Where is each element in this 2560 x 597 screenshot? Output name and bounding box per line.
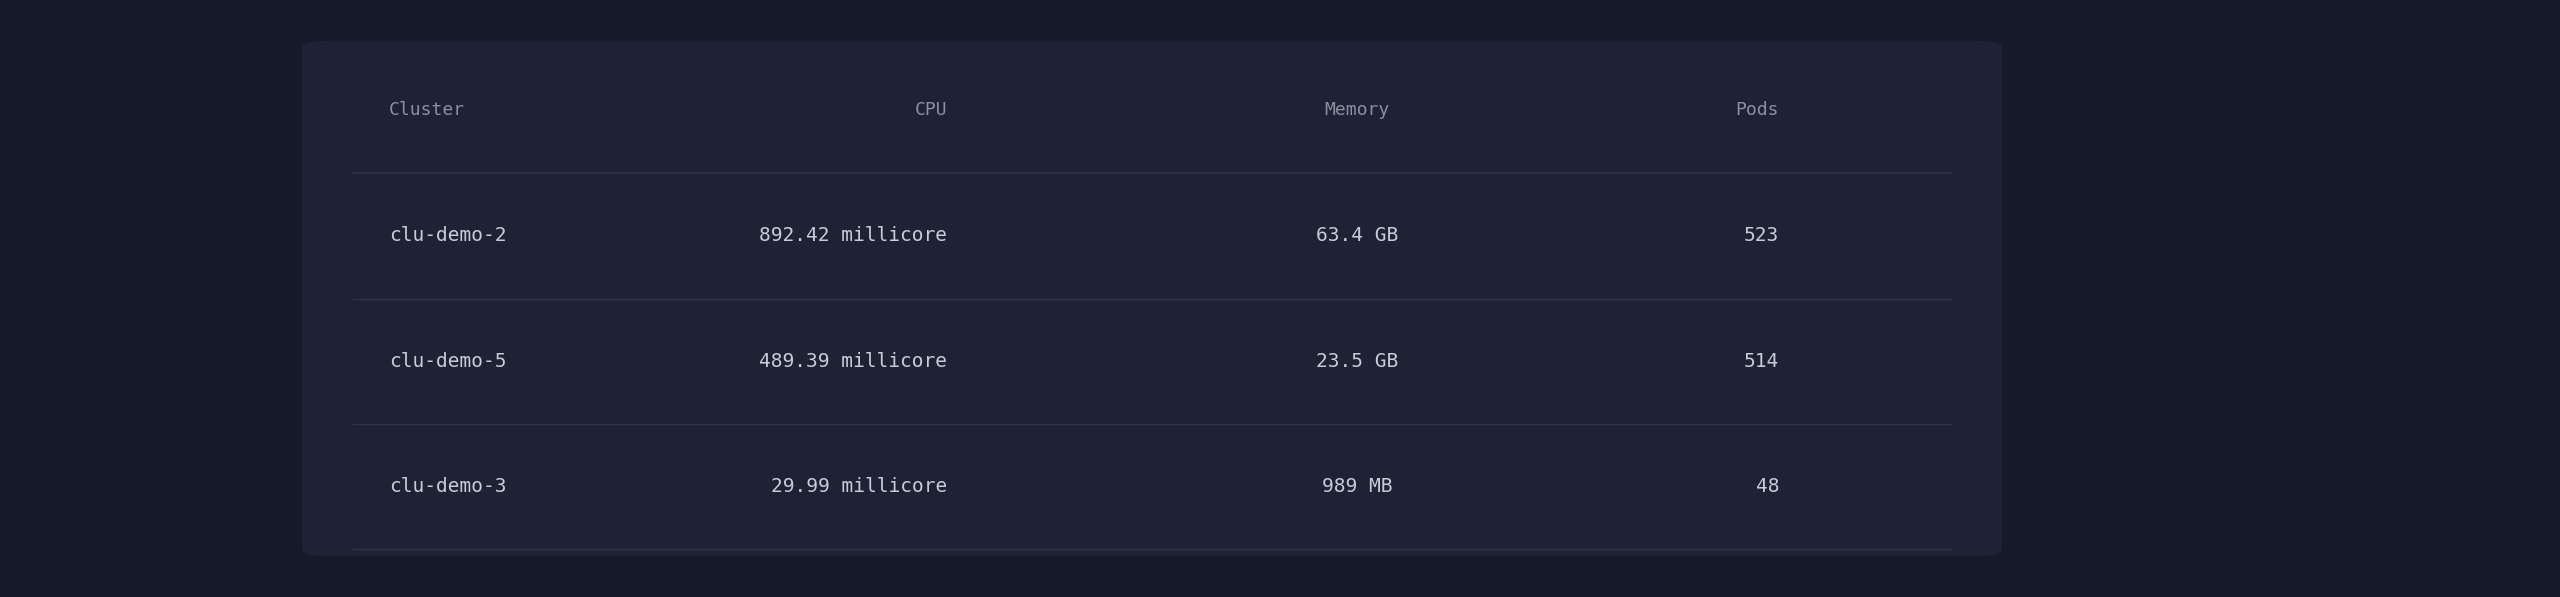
Text: 989 MB: 989 MB xyxy=(1321,477,1393,496)
Text: 48: 48 xyxy=(1756,477,1779,496)
Text: 63.4 GB: 63.4 GB xyxy=(1316,226,1398,245)
Text: Pods: Pods xyxy=(1736,101,1779,119)
Text: Memory: Memory xyxy=(1324,101,1390,119)
Text: 514: 514 xyxy=(1743,352,1779,371)
Text: clu-demo-5: clu-demo-5 xyxy=(389,352,507,371)
Text: clu-demo-2: clu-demo-2 xyxy=(389,226,507,245)
Text: clu-demo-3: clu-demo-3 xyxy=(389,477,507,496)
Text: Cluster: Cluster xyxy=(389,101,466,119)
Text: 29.99 millicore: 29.99 millicore xyxy=(771,477,947,496)
FancyBboxPatch shape xyxy=(302,41,2002,556)
Text: CPU: CPU xyxy=(914,101,947,119)
Text: 523: 523 xyxy=(1743,226,1779,245)
Text: 489.39 millicore: 489.39 millicore xyxy=(760,352,947,371)
Text: 23.5 GB: 23.5 GB xyxy=(1316,352,1398,371)
Text: 892.42 millicore: 892.42 millicore xyxy=(760,226,947,245)
